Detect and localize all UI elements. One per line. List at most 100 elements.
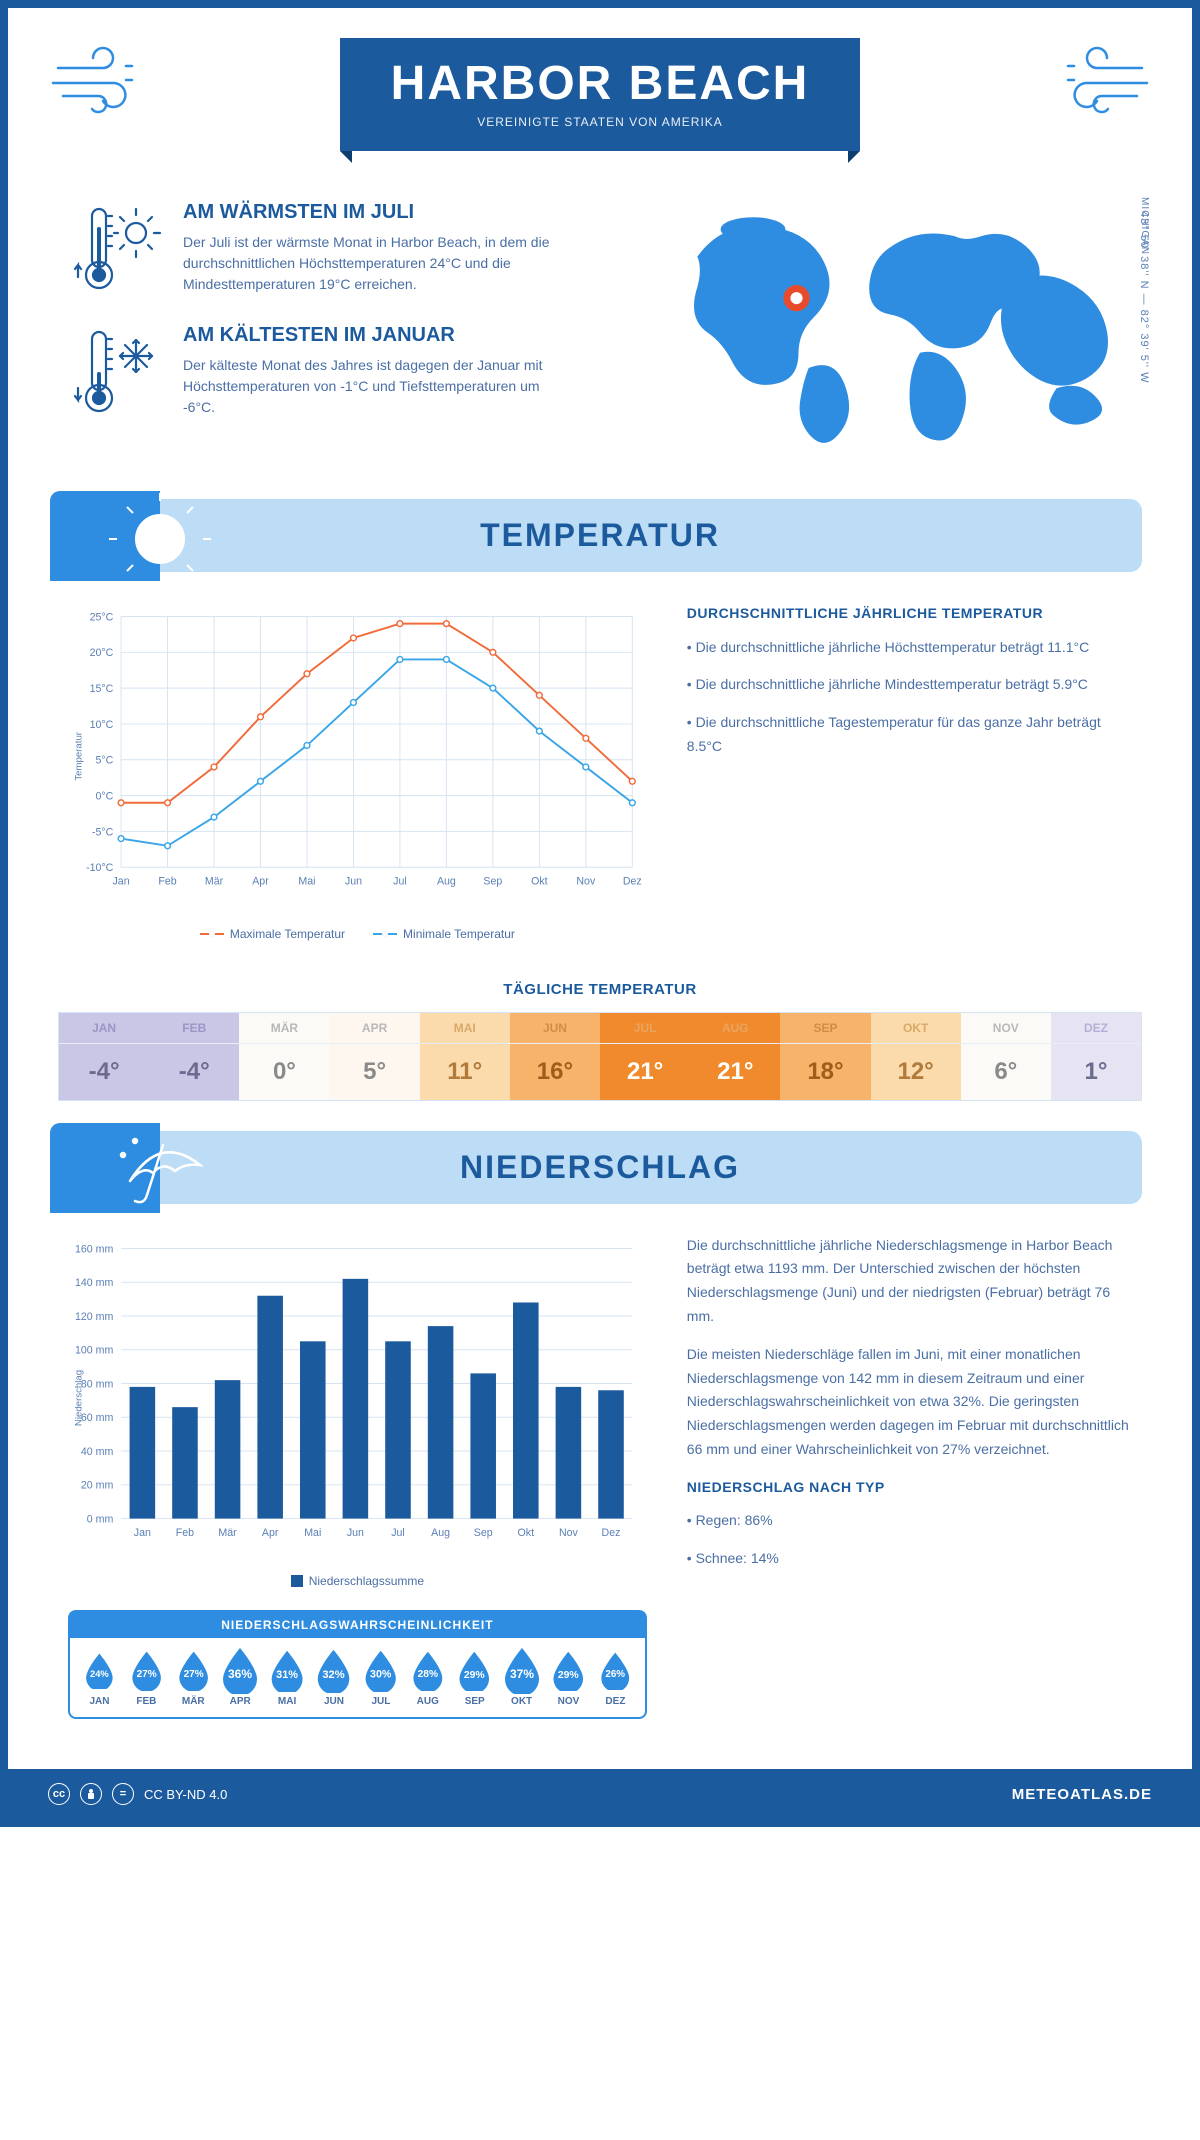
precipitation-bar-chart: 0 mm20 mm40 mm60 mm80 mm100 mm120 mm140 …	[68, 1234, 647, 1562]
prob-cell: 27% MÄR	[170, 1648, 217, 1707]
svg-text:Jan: Jan	[134, 1526, 151, 1538]
svg-text:Okt: Okt	[518, 1526, 535, 1538]
temp-bullet: • Die durchschnittliche jährliche Höchst…	[687, 636, 1132, 660]
svg-text:37%: 37%	[510, 1667, 534, 1681]
daily-cell: MAI11°	[420, 1013, 510, 1100]
svg-text:-10°C: -10°C	[86, 862, 114, 874]
daily-cell: AUG21°	[690, 1013, 780, 1100]
wind-icon-left	[48, 38, 168, 118]
fact-coldest: AM KÄLTESTEN IM JANUAR Der kälteste Mona…	[68, 324, 627, 419]
svg-text:Mär: Mär	[218, 1526, 237, 1538]
fact-coldest-text: Der kälteste Monat des Jahres ist dagege…	[183, 355, 563, 418]
svg-text:80 mm: 80 mm	[81, 1378, 114, 1390]
daily-cell: MÄR0°	[239, 1013, 329, 1100]
svg-text:36%: 36%	[228, 1667, 252, 1681]
temp-bullet: • Die durchschnittliche jährliche Mindes…	[687, 673, 1132, 697]
svg-text:Jun: Jun	[345, 875, 362, 887]
temp-side-title: DURCHSCHNITTLICHE JÄHRLICHE TEMPERATUR	[687, 602, 1132, 626]
daily-temp-title: TÄGLICHE TEMPERATUR	[8, 981, 1192, 998]
section-precipitation: NIEDERSCHLAG	[58, 1131, 1142, 1204]
prob-cell: 29% NOV	[545, 1648, 592, 1707]
fact-warmest-text: Der Juli ist der wärmste Monat in Harbor…	[183, 232, 563, 295]
temperature-line-chart: -10°C-5°C0°C5°C10°C15°C20°C25°CJanFebMär…	[68, 602, 647, 911]
prob-cell: 28% AUG	[404, 1648, 451, 1707]
sun-icon	[105, 491, 215, 581]
legend-item: Minimale Temperatur	[373, 927, 515, 941]
daily-cell: APR5°	[330, 1013, 420, 1100]
prob-cell: 30% JUL	[357, 1648, 404, 1707]
coordinates: 43° 50' 38'' N — 82° 39' 5'' W	[1138, 211, 1150, 383]
svg-text:Dez: Dez	[623, 875, 642, 887]
svg-text:32%: 32%	[323, 1669, 345, 1681]
page-title: HARBOR BEACH	[380, 56, 820, 111]
svg-text:27%: 27%	[183, 1669, 203, 1680]
svg-text:120 mm: 120 mm	[75, 1310, 113, 1322]
svg-text:10°C: 10°C	[90, 719, 114, 731]
svg-text:Sep: Sep	[474, 1526, 493, 1538]
daily-cell: OKT12°	[871, 1013, 961, 1100]
wind-icon-right	[1032, 38, 1152, 118]
svg-text:24%: 24%	[90, 1669, 109, 1679]
svg-text:Niederschlag: Niederschlag	[74, 1369, 85, 1425]
precip-legend-label: Niederschlagssumme	[309, 1574, 424, 1588]
svg-text:Sep: Sep	[483, 875, 502, 887]
precip-text-1: Die durchschnittliche jährliche Niedersc…	[687, 1234, 1132, 1329]
svg-text:28%: 28%	[418, 1669, 438, 1680]
precip-prob-title: NIEDERSCHLAGSWAHRSCHEINLICHKEIT	[70, 1612, 645, 1638]
daily-cell: SEP18°	[780, 1013, 870, 1100]
svg-text:Feb: Feb	[176, 1526, 194, 1538]
header: HARBOR BEACH VEREINIGTE STAATEN VON AMER…	[8, 8, 1192, 171]
svg-text:Okt: Okt	[531, 875, 548, 887]
svg-text:0 mm: 0 mm	[87, 1513, 114, 1525]
license-text: CC BY-ND 4.0	[144, 1787, 227, 1802]
legend-item: Maximale Temperatur	[200, 927, 345, 941]
daily-cell: FEB-4°	[149, 1013, 239, 1100]
svg-text:20°C: 20°C	[90, 647, 114, 659]
svg-text:Temperatur: Temperatur	[74, 731, 85, 780]
svg-text:0°C: 0°C	[96, 790, 114, 802]
world-map: MICHIGAN 43° 50' 38'' N — 82° 39' 5'' W	[667, 201, 1132, 449]
svg-text:5°C: 5°C	[96, 754, 114, 766]
thermometer-cold-icon	[68, 324, 163, 419]
fact-coldest-title: AM KÄLTESTEN IM JANUAR	[183, 324, 563, 347]
svg-text:20 mm: 20 mm	[81, 1479, 114, 1491]
umbrella-icon	[105, 1123, 215, 1213]
prob-cell: 29% SEP	[451, 1648, 498, 1707]
daily-cell: JUL21°	[600, 1013, 690, 1100]
title-banner: HARBOR BEACH VEREINIGTE STAATEN VON AMER…	[340, 38, 860, 151]
svg-text:Apr: Apr	[252, 875, 269, 887]
precipitation-title: NIEDERSCHLAG	[88, 1149, 1112, 1186]
fact-warmest: AM WÄRMSTEN IM JULI Der Juli ist der wär…	[68, 201, 627, 296]
svg-text:Dez: Dez	[602, 1526, 621, 1538]
page-subtitle: VEREINIGTE STAATEN VON AMERIKA	[380, 115, 820, 129]
svg-text:Jan: Jan	[113, 875, 130, 887]
prob-cell: 31% MAI	[264, 1648, 311, 1707]
svg-text:30%: 30%	[370, 1669, 392, 1681]
svg-text:60 mm: 60 mm	[81, 1412, 114, 1424]
svg-text:31%: 31%	[276, 1669, 298, 1681]
footer: cc = CC BY-ND 4.0 METEOATLAS.DE	[8, 1769, 1192, 1819]
precip-type-bullet: • Regen: 86%	[687, 1509, 1132, 1533]
prob-cell: 27% FEB	[123, 1648, 170, 1707]
svg-text:29%: 29%	[464, 1669, 485, 1680]
svg-text:140 mm: 140 mm	[75, 1277, 113, 1289]
prob-cell: 32% JUN	[311, 1648, 358, 1707]
svg-text:Nov: Nov	[559, 1526, 579, 1538]
precip-text-2: Die meisten Niederschläge fallen im Juni…	[687, 1343, 1132, 1462]
precipitation-legend: Niederschlagssumme	[68, 1574, 647, 1590]
prob-cell: 36% APR	[217, 1648, 264, 1707]
svg-text:Jul: Jul	[391, 1526, 405, 1538]
svg-text:Aug: Aug	[431, 1526, 450, 1538]
svg-text:Jun: Jun	[347, 1526, 364, 1538]
svg-text:Nov: Nov	[576, 875, 596, 887]
svg-text:Mai: Mai	[298, 875, 315, 887]
daily-cell: JUN16°	[510, 1013, 600, 1100]
svg-text:-5°C: -5°C	[92, 826, 114, 838]
temperature-title: TEMPERATUR	[88, 517, 1112, 554]
cc-icon: cc	[48, 1783, 70, 1805]
by-icon	[80, 1783, 102, 1805]
svg-text:25°C: 25°C	[90, 611, 114, 623]
svg-text:Jul: Jul	[393, 875, 407, 887]
svg-text:100 mm: 100 mm	[75, 1344, 113, 1356]
svg-text:26%: 26%	[606, 1669, 626, 1680]
